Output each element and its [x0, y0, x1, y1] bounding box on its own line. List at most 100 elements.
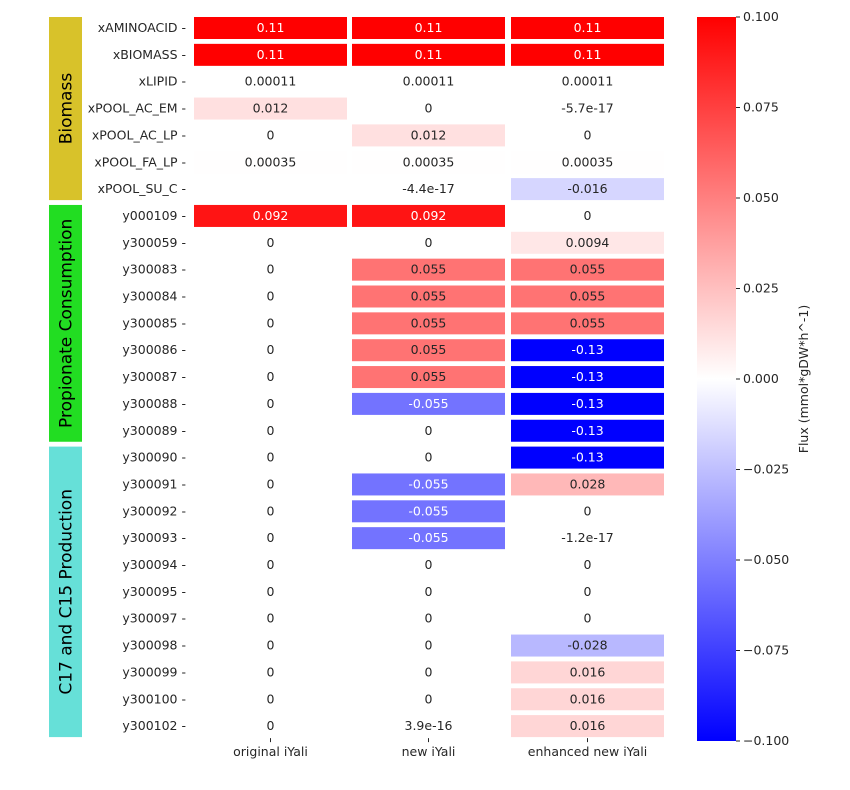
heatmap-cell-y300087-new-iyali	[352, 366, 505, 389]
heatmap-cell-xaminoacid-new-iyali	[352, 17, 505, 39]
heatmap-cell-xpool-ac-em-enhanced-new-iyali	[511, 97, 664, 120]
column-label-new-iyali: new iYali	[402, 744, 456, 759]
cell-annotation-y000109-new-iyali: 0.092	[411, 208, 447, 223]
cell-annotation-y300092-new-iyali: -0.055	[408, 503, 448, 518]
heatmap-cell-y300098-original-iyali	[194, 634, 347, 657]
heatmap-cell-y300089-original-iyali	[194, 419, 347, 442]
heatmap-cell-y300102-original-iyali	[194, 715, 347, 738]
heatmap-cell-xlipid-enhanced-new-iyali	[511, 70, 664, 93]
heatmap-cell-y300091-enhanced-new-iyali	[511, 473, 664, 496]
heatmap-cell-y300100-enhanced-new-iyali	[511, 688, 664, 711]
cell-annotation-y000109-original-iyali: 0.092	[253, 208, 289, 223]
heatmap-cell-y300085-enhanced-new-iyali	[511, 312, 664, 335]
heatmap-cell-y300094-new-iyali	[352, 554, 505, 576]
cell-annotation-y000109-enhanced-new-iyali: 0	[584, 208, 592, 223]
cell-annotation-y300091-original-iyali: 0	[267, 476, 275, 491]
heatmap-cell-y300098-new-iyali	[352, 634, 505, 657]
cell-annotation-y300086-new-iyali: 0.055	[411, 342, 447, 357]
cell-annotation-xpool-fa-lp-new-iyali: 0.00035	[403, 154, 455, 169]
cell-annotation-xpool-ac-lp-new-iyali: 0.012	[411, 127, 447, 142]
heatmap-cell-y300092-enhanced-new-iyali	[511, 500, 664, 523]
cell-annotation-xbiomass-original-iyali: 0.11	[257, 47, 285, 62]
row-label-xpool-fa-lp: xPOOL_FA_LP -	[94, 154, 186, 169]
cell-annotation-y300084-enhanced-new-iyali: 0.055	[570, 289, 606, 304]
heatmap-cell-y000109-enhanced-new-iyali	[511, 204, 664, 227]
cell-annotation-y300087-original-iyali: 0	[267, 369, 275, 384]
heatmap-cell-y300059-enhanced-new-iyali	[511, 231, 664, 254]
heatmap-cell-y300093-enhanced-new-iyali	[511, 527, 664, 550]
group-labels: Biomass Propionate Consumption C17 and C15…	[49, 17, 82, 738]
row-label-y300097: y300097 -	[122, 611, 186, 626]
heatmap-cell-y300094-enhanced-new-iyali	[511, 554, 664, 576]
colorbar-tick-label: −0.050	[743, 552, 789, 567]
cell-annotation-xpool-su-c-enhanced-new-iyali: -0.016	[567, 181, 607, 196]
cell-annotation-y300083-new-iyali: 0.055	[411, 262, 447, 277]
heatmap-cell-y300089-enhanced-new-iyali	[511, 419, 664, 442]
cell-annotation-y300102-enhanced-new-iyali: 0.016	[570, 718, 606, 733]
row-label-y300087: y300087 -	[122, 369, 186, 384]
cell-annotation-xbiomass-enhanced-new-iyali: 0.11	[574, 47, 602, 62]
row-label-y300085: y300085 -	[122, 315, 186, 330]
row-label-xpool-ac-em: xPOOL_AC_EM -	[88, 101, 186, 116]
row-label-xaminoacid: xAMINOACID -	[98, 20, 186, 35]
cell-annotation-y300092-original-iyali: 0	[267, 503, 275, 518]
cell-annotation-y300094-new-iyali: 0	[425, 557, 433, 572]
column-label-enhanced-new-iyali: enhanced new iYali	[528, 744, 647, 759]
cell-annotation-y300095-enhanced-new-iyali: 0	[584, 584, 592, 599]
heatmap-cell-y300090-enhanced-new-iyali	[511, 446, 664, 469]
cell-annotation-y300091-new-iyali: -0.055	[408, 476, 448, 491]
cell-annotation-y300094-enhanced-new-iyali: 0	[584, 557, 592, 572]
group-bar-propionate-consumption	[49, 204, 82, 442]
heatmap-cell-y300091-new-iyali	[352, 473, 505, 496]
heatmap-cell-y300085-new-iyali	[352, 312, 505, 335]
heatmap-cell-y300084-new-iyali	[352, 285, 505, 308]
cell-annotation-y300099-enhanced-new-iyali: 0.016	[570, 664, 606, 679]
heatmap-cell-y300088-new-iyali	[352, 392, 505, 415]
cell-annotation-y300086-original-iyali: 0	[267, 342, 275, 357]
heatmap-cell-y000109-original-iyali	[194, 204, 347, 227]
heatmap-cell-y300083-original-iyali	[194, 258, 347, 281]
heatmap-cell-y300089-new-iyali	[352, 419, 505, 442]
row-label-y300089: y300089 -	[122, 423, 186, 438]
heatmap-cell-y300090-new-iyali	[352, 446, 505, 469]
heatmap-cell-y300095-enhanced-new-iyali	[511, 580, 664, 603]
row-label-xpool-ac-lp: xPOOL_AC_LP -	[92, 127, 186, 142]
cell-annotation-y300089-new-iyali: 0	[425, 423, 433, 438]
cell-annotation-xlipid-original-iyali: 0.00011	[245, 74, 297, 89]
heatmap-cell-y300090-original-iyali	[194, 446, 347, 469]
heatmap-cell-y300092-new-iyali	[352, 500, 505, 523]
row-label-y000109: y000109 -	[122, 208, 186, 223]
group-bar-biomass	[49, 17, 82, 201]
heatmap-cell-xpool-fa-lp-new-iyali	[352, 151, 505, 174]
heatmap-cell-xpool-su-c-new-iyali	[352, 178, 505, 201]
cell-annotation-xpool-ac-em-enhanced-new-iyali: -5.7e-17	[561, 101, 614, 116]
row-label-xpool-su-c: xPOOL_SU_C -	[98, 181, 186, 196]
cell-annotation-y300088-new-iyali: -0.055	[408, 396, 448, 411]
row-label-y300092: y300092 -	[122, 503, 186, 518]
colorbar-tick-label: −0.075	[743, 643, 789, 658]
heatmap-cell-y300083-new-iyali	[352, 258, 505, 281]
row-label-y300095: y300095 -	[122, 584, 186, 599]
row-label-y300100: y300100 -	[122, 691, 186, 706]
colorbar-label: Flux (mmol*gDW*h^-1)	[796, 305, 811, 453]
row-label-y300099: y300099 -	[122, 664, 186, 679]
heatmap-cell-xbiomass-enhanced-new-iyali	[511, 43, 664, 66]
colorbar-tick-label: 0.000	[743, 371, 779, 386]
cell-annotation-y300059-new-iyali: 0	[425, 235, 433, 250]
heatmap-cell-y300099-new-iyali	[352, 661, 505, 684]
heatmap-cell-xpool-ac-lp-enhanced-new-iyali	[511, 124, 664, 147]
colorbar-tick-label: 0.025	[743, 281, 779, 296]
row-label-y300090: y300090 -	[122, 450, 186, 465]
heatmap-cell-y300095-new-iyali	[352, 580, 505, 603]
heatmap-cell-xlipid-original-iyali	[194, 70, 347, 93]
cell-annotation-y300088-enhanced-new-iyali: -0.13	[571, 396, 603, 411]
row-labels: xAMINOACID - xBIOMASS - xLIPID - xPOOL_AC_E…	[88, 20, 186, 733]
cell-annotation-y300090-original-iyali: 0	[267, 450, 275, 465]
heatmap-cell-y300095-original-iyali	[194, 580, 347, 603]
colorbar-gradient	[697, 17, 736, 741]
heatmap-cell-y300091-original-iyali	[194, 473, 347, 496]
cell-annotation-y300083-enhanced-new-iyali: 0.055	[570, 262, 606, 277]
group-label-propionate-consumption: Propionate Consumption	[57, 219, 77, 428]
heatmap-cell-xbiomass-new-iyali	[352, 43, 505, 66]
heatmap-cell-y300102-new-iyali	[352, 715, 505, 738]
